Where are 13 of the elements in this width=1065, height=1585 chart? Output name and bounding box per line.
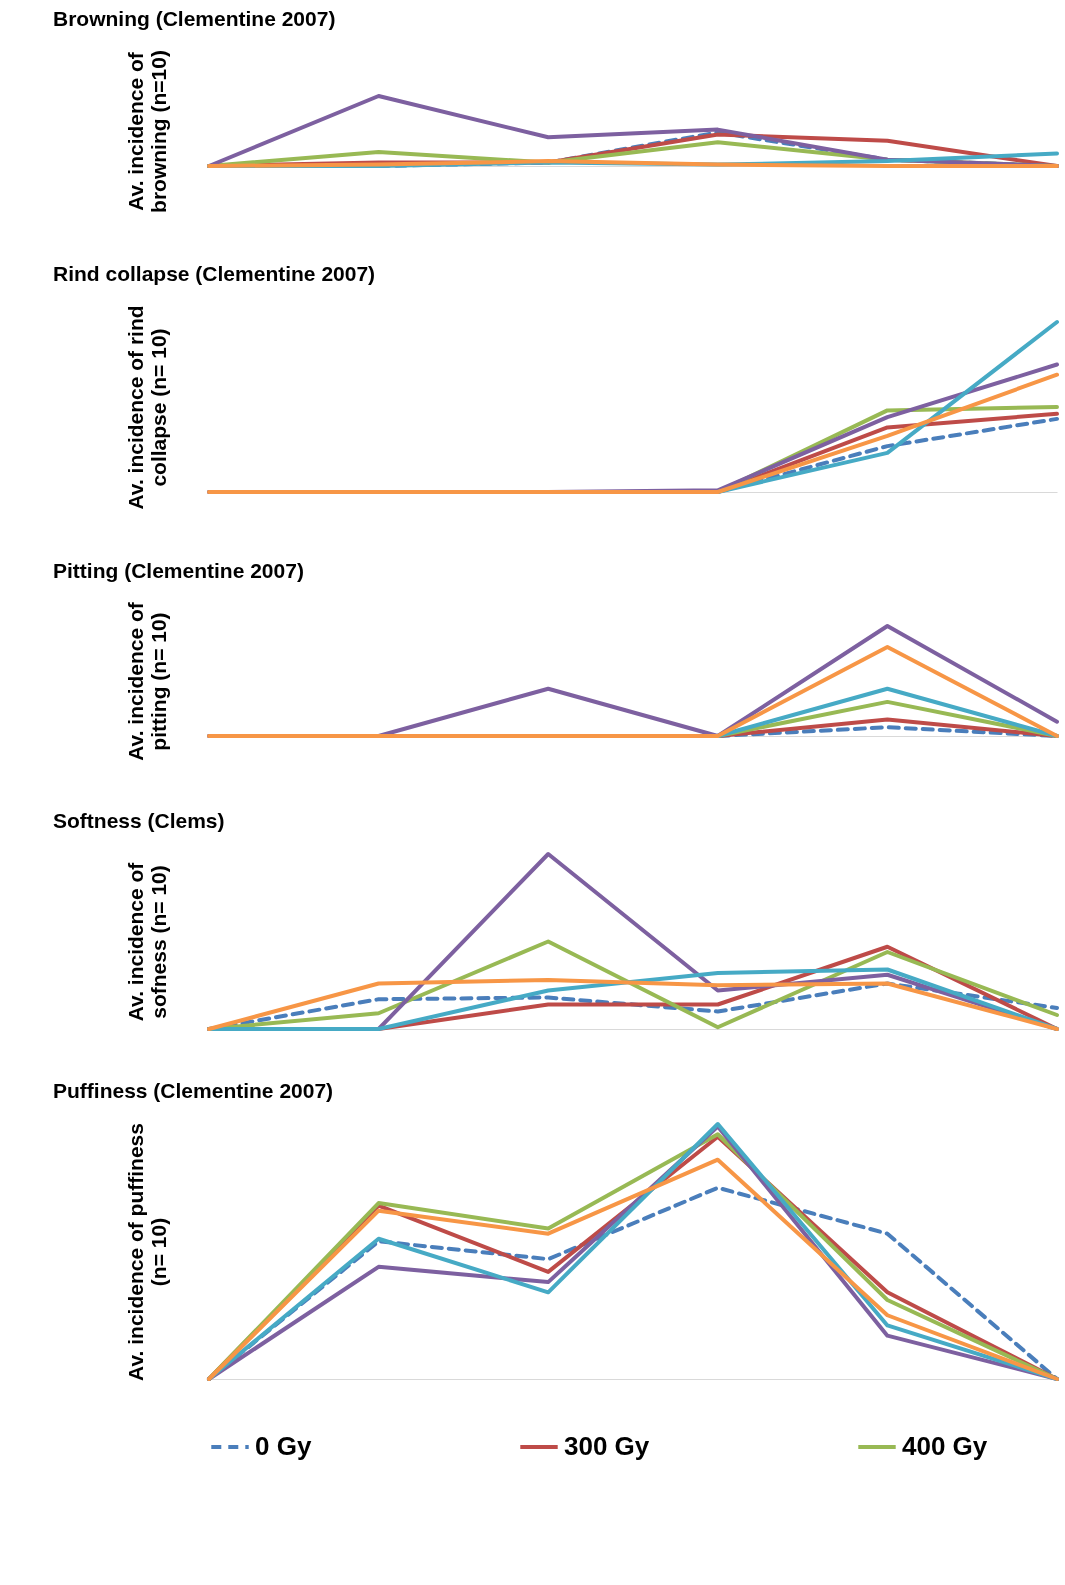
chart-title: Pitting (Clementine 2007) [53,558,304,582]
chart-title: Softness (Clems) [53,809,225,832]
chart-title: Puffiness (Clementine 2007) [53,1079,334,1102]
y-axis-title: Av. incidence of sofness (n= 10) [123,861,170,1022]
y-axis-title: Av. incidence of browning (n=10) [123,50,170,213]
y-axis-title: Av. incidence of pitting (n= 10) [123,601,170,761]
y-axis-title: Av. incidence of puffiness (n= 10) [123,1123,170,1381]
chart-title: Browning (Clementine 2007) [53,6,336,30]
legend-label: 400 Gy [902,1431,988,1461]
legend-label: 0 Gy [255,1431,312,1461]
chart-title: Rind collapse (Clementine 2007) [53,261,376,285]
legend-label: 300 Gy [564,1431,650,1461]
y-axis-title: Av. incidence of rind collapse (n= 10) [123,305,170,510]
